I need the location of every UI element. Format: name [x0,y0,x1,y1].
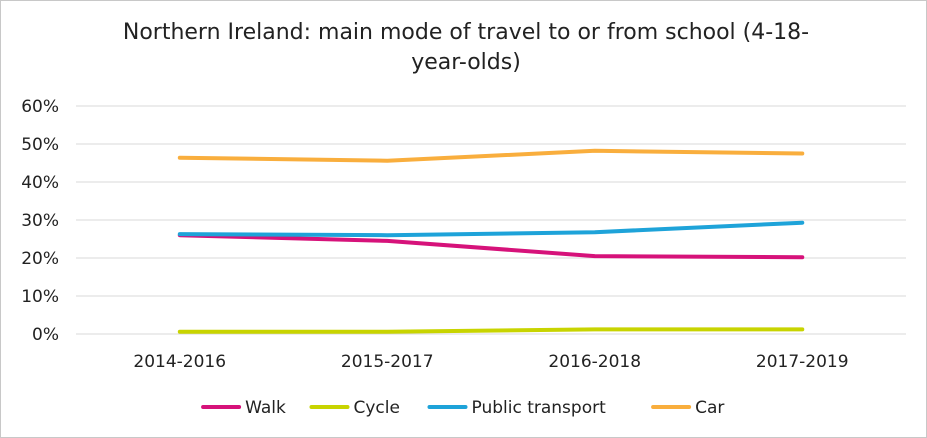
y-tick-label: 0% [32,325,59,345]
series-line-car [177,148,805,163]
y-tick-label: 60% [21,97,59,117]
legend-label-car: Car [695,398,724,418]
legend-label-walk: Walk [245,398,286,418]
y-tick-label: 20% [21,249,59,269]
x-tick-label: 2015-2017 [341,352,434,372]
y-tick-label: 40% [21,173,59,193]
y-axis-tick-labels: 0% 10% 20% 30% 40% 50% 60% [21,97,59,345]
y-tick-label: 10% [21,287,59,307]
y-tick-label: 30% [21,211,59,231]
x-tick-label: 2014-2016 [133,352,226,372]
chart-title-line-2: year-olds) [411,50,521,75]
chart-title-line-1: Northern Ireland: main mode of travel to… [122,20,810,45]
series-line-walk [177,233,805,260]
series-line-cycle [177,327,805,334]
series-lines [177,148,805,334]
y-tick-label: 50% [21,135,59,155]
legend-label-public-transport: Public transport [472,398,607,418]
series-line-public-transport [177,220,805,238]
chart-title: Northern Ireland: main mode of travel to… [61,18,871,78]
legend: Walk Cycle Public transport Car [201,398,724,418]
gridlines [76,105,906,335]
x-axis-tick-labels: 2014-2016 2015-2017 2016-2018 2017-2019 [133,352,848,372]
x-tick-label: 2016-2018 [548,352,641,372]
legend-label-cycle: Cycle [354,398,400,418]
x-tick-label: 2017-2019 [756,352,849,372]
